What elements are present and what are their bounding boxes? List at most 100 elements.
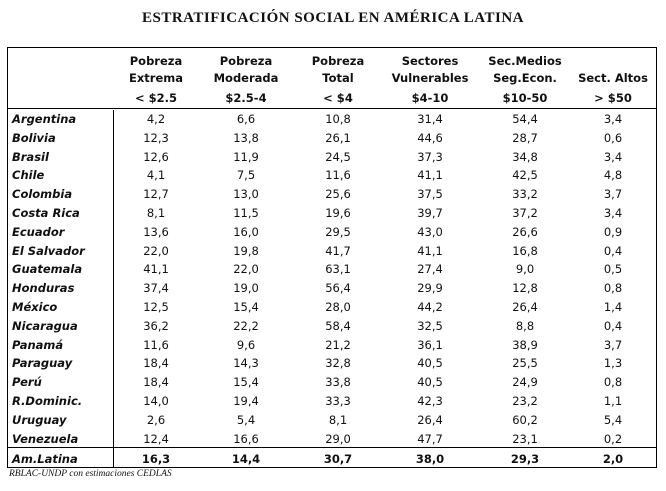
table-cell: 24,5 [325, 149, 351, 164]
table-cell: 5,4 [236, 412, 256, 427]
table-cell: 38,9 [512, 337, 538, 352]
table-cell: 32,5 [417, 318, 443, 333]
country-name: Uruguay [12, 412, 67, 427]
table-cell: 29,5 [325, 224, 351, 239]
table-cell: 8,8 [515, 318, 535, 333]
table-cell: 25,6 [325, 187, 351, 202]
table-cell: 30,7 [323, 452, 353, 467]
country-name: Brasil [12, 149, 49, 164]
table-cell: 58,4 [325, 318, 351, 333]
country-name: Bolivia [12, 130, 56, 145]
table-cell: 29,0 [325, 431, 351, 446]
table-cell: 13,8 [233, 130, 259, 145]
table-cell: 44,6 [417, 130, 443, 145]
header-col-3: Pobreza Total < $4 [293, 53, 383, 107]
table-cell: 12,3 [143, 130, 169, 145]
table-cell: 54,4 [512, 112, 538, 126]
table-cell: 41,1 [417, 243, 443, 258]
table-row: Venezuela 12,4 16,6 29,0 47,7 23,1 0,2 [8, 430, 656, 449]
country-name: Colombia [12, 187, 73, 202]
table-cell: 12,7 [143, 187, 169, 202]
table-row: Panamá 11,6 9,6 21,2 36,1 38,9 3,7 [8, 336, 656, 355]
table-cell: 9,0 [515, 262, 535, 277]
country-name: Nicaragua [12, 318, 78, 333]
table-cell: 8,1 [146, 206, 166, 220]
header-col-1: Pobreza Extrema < $2.5 [111, 53, 201, 107]
table-cell: 12,6 [143, 149, 169, 164]
table-cell: 15,4 [233, 300, 259, 314]
table-cell: 6,6 [236, 112, 256, 126]
table-cell: 26,1 [325, 130, 351, 145]
table-cell: 37,3 [417, 149, 443, 164]
table-row: Costa Rica 8,1 11,5 19,6 39,7 37,2 3,4 [8, 204, 656, 223]
table-cell: 44,2 [417, 300, 443, 314]
table-cell: 26,6 [512, 224, 538, 239]
table-cell: 15,4 [233, 375, 259, 390]
header-line2: Extrema [129, 71, 183, 85]
table-row: Argentina 4,2 6,6 10,8 31,4 54,4 3,4 [8, 110, 656, 129]
table-cell: 0,8 [603, 281, 623, 296]
table-cell: 12,4 [143, 431, 169, 446]
table-cell: 63,1 [325, 262, 351, 277]
table-cell: 19,4 [233, 394, 259, 408]
table-cell: 33,3 [325, 394, 351, 408]
table-cell: 0,8 [603, 375, 623, 390]
table-cell: 0,2 [603, 431, 623, 446]
table-cell: 11,9 [233, 149, 259, 164]
table-header: Pobreza Extrema < $2.5 Pobreza Moderada … [8, 48, 656, 110]
table-cell: 1,3 [603, 356, 623, 371]
table-cell: 39,7 [417, 206, 443, 220]
table-cell: 43,0 [417, 224, 443, 239]
table-cell: 23,1 [512, 431, 538, 446]
header-line2: Sect. Altos [578, 71, 648, 85]
table-cell: 10,8 [325, 112, 351, 126]
country-column-divider [113, 110, 114, 467]
country-name: Honduras [12, 281, 75, 296]
page-title: ESTRATIFICACIÓN SOCIAL EN AMÉRICA LATINA [141, 10, 524, 26]
table-cell: 27,4 [417, 262, 443, 277]
country-name: El Salvador [12, 243, 85, 258]
country-name: R.Dominic. [12, 394, 83, 408]
table-row: Colombia 12,7 13,0 25,6 37,5 33,2 3,7 [8, 185, 656, 204]
table-cell: 19,6 [325, 206, 351, 220]
table-cell: 41,7 [325, 243, 351, 258]
country-name: Venezuela [12, 431, 79, 446]
country-name: Paraguay [12, 356, 73, 371]
table-cell: 24,9 [512, 375, 538, 390]
table-cell: 1,4 [603, 300, 623, 314]
table-cell: 5,4 [603, 412, 623, 427]
country-name: Argentina [12, 112, 77, 126]
country-name: Perú [12, 375, 42, 390]
table-cell: 41,1 [143, 262, 169, 277]
header-range: < $4 [323, 91, 353, 105]
table-cell: 33,8 [325, 375, 351, 390]
table-cell: 40,5 [417, 356, 443, 371]
header-line2: Total [322, 71, 354, 85]
stratification-table: Pobreza Extrema < $2.5 Pobreza Moderada … [7, 47, 657, 468]
table-cell: 12,5 [143, 300, 169, 314]
header-line1: Sectores [401, 54, 459, 68]
table-row: Uruguay 2,6 5,4 8,1 26,4 60,2 5,4 [8, 411, 656, 430]
country-name: Costa Rica [12, 206, 80, 220]
header-divider [8, 108, 656, 109]
table-row: Honduras 37,4 19,0 56,4 29,9 12,8 0,8 [8, 279, 656, 298]
table-cell: 31,4 [417, 112, 443, 126]
table-cell: 11,6 [143, 337, 169, 352]
header-range: $2.5-4 [225, 91, 267, 105]
header-range: < $2.5 [134, 91, 177, 105]
table-cell: 26,4 [512, 300, 538, 314]
table-cell: 40,5 [417, 375, 443, 390]
table-cell: 3,4 [603, 206, 623, 220]
table-cell: 22,2 [233, 318, 259, 333]
table-cell: 42,3 [417, 394, 443, 408]
table-cell: 22,0 [143, 243, 169, 258]
table-cell: 3,7 [603, 337, 623, 352]
table-row: R.Dominic. 14,0 19,4 33,3 42,3 23,2 1,1 [8, 392, 656, 411]
table-cell: 36,1 [417, 337, 443, 352]
table-cell: 22,0 [233, 262, 259, 277]
header-range: > $50 [594, 91, 632, 105]
table-cell: 14,3 [233, 356, 259, 371]
table-cell: 37,5 [417, 187, 443, 202]
table-row: Paraguay 18,4 14,3 32,8 40,5 25,5 1,3 [8, 354, 656, 373]
header-col-2: Pobreza Moderada $2.5-4 [201, 53, 291, 107]
